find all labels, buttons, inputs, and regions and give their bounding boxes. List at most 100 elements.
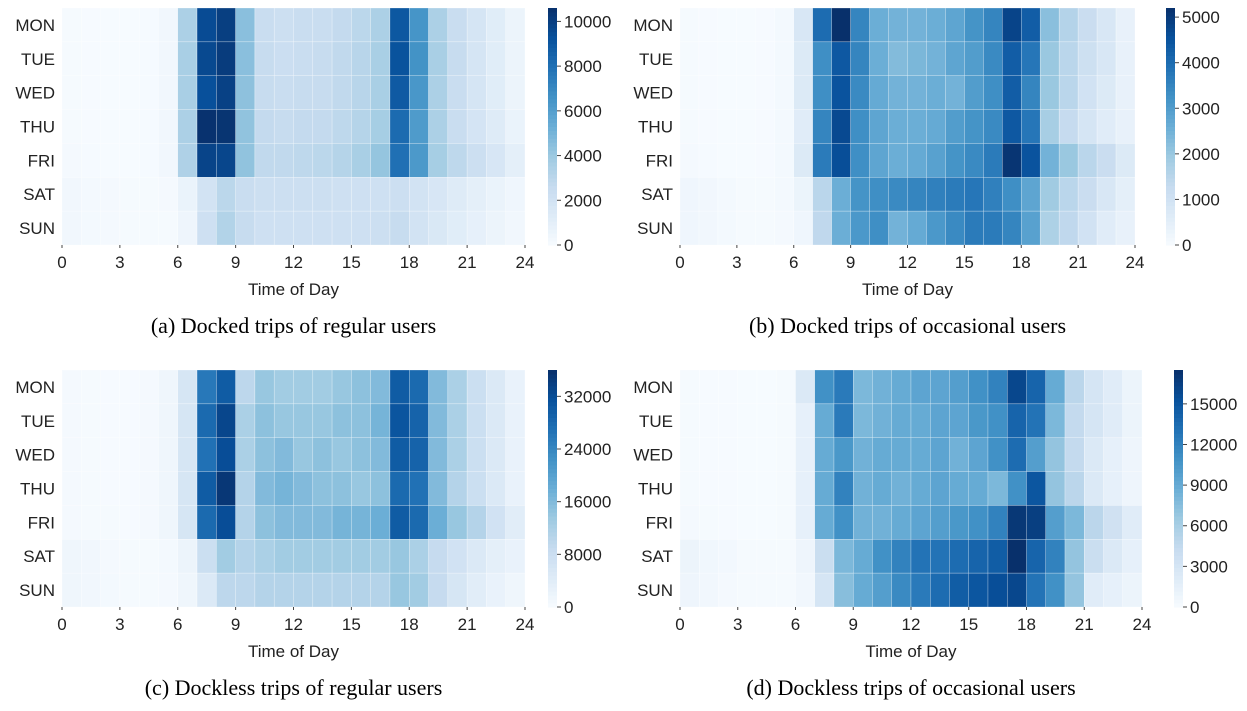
colorbar-segment — [548, 205, 557, 210]
heat-cell — [736, 210, 757, 246]
heat-cell — [930, 437, 950, 472]
heat-cell — [119, 177, 140, 212]
heat-cell — [447, 539, 468, 574]
heat-cell — [853, 369, 873, 405]
heat-cell — [505, 403, 526, 438]
heat-cell — [177, 41, 198, 76]
colorbar-segment — [548, 504, 557, 509]
colorbar-segment — [1174, 559, 1183, 565]
colorbar-segment — [548, 445, 557, 450]
x-axis-label: Time of Day — [865, 642, 957, 661]
heat-cell — [1002, 210, 1022, 246]
heat-cell — [907, 177, 927, 212]
heat-cell — [945, 109, 965, 144]
heat-cell — [718, 369, 738, 405]
heat-cell — [273, 109, 294, 144]
colorbar-segment — [1174, 433, 1183, 438]
colorbar-segment — [1166, 31, 1175, 37]
colorbar-segment — [548, 110, 557, 116]
heat-cell — [119, 143, 140, 178]
heat-cell — [428, 505, 449, 540]
heat-cell — [447, 437, 468, 472]
heat-cell — [486, 75, 506, 110]
heat-cell — [737, 369, 758, 405]
colorbar-segment — [1174, 488, 1183, 493]
row-label: FRI — [646, 151, 673, 170]
colorbar-segment — [548, 102, 557, 108]
heat-cell — [312, 572, 333, 608]
heat-cell — [1064, 572, 1085, 608]
heat-cell — [869, 143, 889, 178]
colorbar-segment — [548, 496, 557, 501]
heat-cell — [177, 109, 198, 144]
x-tick-label: 9 — [231, 253, 240, 272]
heat-cell — [61, 109, 82, 144]
heat-cell — [138, 539, 159, 574]
colorbar-tick-label: 0 — [564, 236, 573, 255]
caption: (a) Docked trips of regular users — [151, 313, 436, 338]
heat-cell — [273, 210, 294, 246]
heat-cell — [869, 7, 889, 43]
heat-cell — [61, 505, 82, 540]
heat-cell — [774, 41, 795, 76]
heat-cell — [273, 437, 294, 472]
colorbar-segment — [1174, 547, 1183, 553]
colorbar-segment — [548, 464, 557, 470]
heat-cell — [699, 572, 719, 608]
heat-cell — [949, 505, 969, 540]
heat-cell — [1103, 572, 1123, 608]
heat-cell — [370, 143, 391, 178]
colorbar-segment — [548, 567, 557, 572]
heat-cell — [254, 471, 275, 506]
colorbar-segment — [548, 520, 557, 525]
colorbar-tick-label: 6000 — [564, 102, 602, 121]
heat-cell — [370, 539, 391, 574]
row-label: SUN — [637, 581, 673, 600]
x-tick-label: 18 — [400, 615, 419, 634]
heat-cell — [964, 7, 984, 43]
colorbar-segment — [548, 71, 557, 76]
colorbar-segment — [1166, 173, 1175, 179]
heat-cell — [505, 41, 526, 76]
colorbar-segment — [1174, 583, 1183, 588]
x-tick-label: 9 — [846, 253, 855, 272]
heat-cell — [331, 403, 352, 438]
colorbar-segment — [548, 563, 557, 568]
heat-cell — [370, 177, 391, 212]
heat-cell — [891, 471, 912, 506]
heat-cell — [869, 75, 889, 110]
colorbar-segment — [548, 201, 557, 206]
heat-cell — [736, 75, 757, 110]
heat-cell — [679, 505, 700, 540]
heat-cell — [100, 572, 121, 608]
colorbar-segment — [548, 185, 557, 191]
colorbar-segment — [1174, 417, 1183, 422]
colorbar-segment — [1166, 233, 1175, 238]
heat-cell — [1064, 505, 1085, 540]
heat-cell — [1026, 437, 1046, 472]
heat-cell — [100, 109, 121, 144]
heat-cell — [351, 7, 371, 43]
heat-cell — [196, 143, 217, 178]
heat-cell — [831, 210, 851, 246]
heat-cell — [1103, 403, 1123, 438]
heat-cell — [795, 471, 815, 506]
colorbar-segment — [548, 488, 557, 493]
heat-cell — [833, 572, 854, 608]
x-tick-label: 24 — [1126, 253, 1145, 272]
colorbar-segment — [548, 98, 557, 104]
heat-cell — [273, 75, 294, 110]
row-label: SAT — [23, 547, 55, 566]
x-tick-label: 21 — [458, 253, 477, 272]
heat-cell — [273, 403, 294, 438]
heat-cell — [505, 572, 526, 608]
heat-cell — [505, 7, 526, 43]
heat-cell — [1064, 403, 1085, 438]
x-axis-label: Time of Day — [248, 280, 340, 299]
heat-cell — [679, 369, 700, 405]
heat-cell — [698, 177, 719, 212]
heat-cell — [486, 210, 506, 246]
colorbar-segment — [1166, 138, 1175, 143]
colorbar-segment — [548, 138, 557, 143]
colorbar-tick-label: 3000 — [1182, 99, 1220, 118]
